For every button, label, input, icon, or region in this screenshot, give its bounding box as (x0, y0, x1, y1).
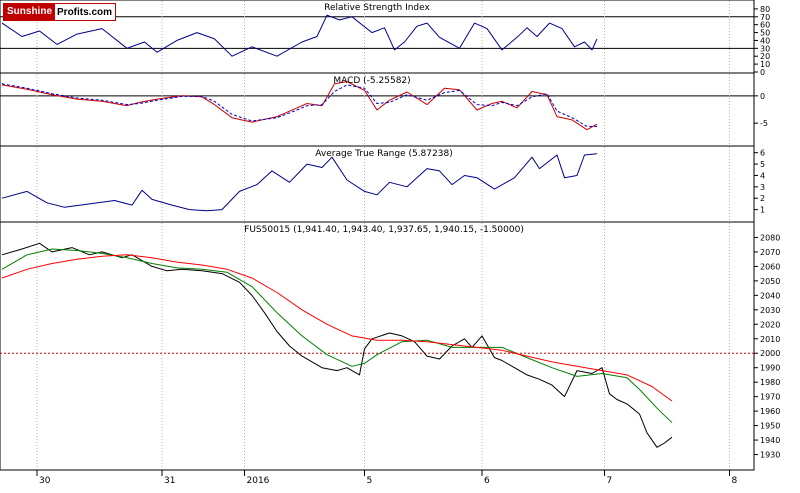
price-ytick-label: 2010 (760, 335, 780, 344)
price-ytick-label: 1950 (760, 422, 780, 431)
price-ytick-label: 1980 (760, 378, 780, 387)
price-series-line-2 (1, 254, 673, 402)
grid-layer (0, 1, 758, 476)
atr-ytick-label: 1 (760, 206, 765, 215)
price-ytick-label: 2000 (760, 349, 780, 358)
price-ytick-label: 2050 (760, 277, 780, 286)
rsi-ytick-label: 80 (760, 5, 770, 14)
x-tick-label: 30 (39, 476, 51, 486)
price-ytick-label: 2020 (760, 320, 780, 329)
price-ytick-label: 1970 (760, 393, 780, 402)
macd-ytick-label: 0 (760, 92, 765, 101)
sunshine-profits-logo: Sunshine Profits.com (3, 3, 117, 21)
rsi-panel (0, 0, 755, 74)
price-series-line-0 (1, 242, 673, 448)
atr-ytick-label: 6 (760, 149, 765, 158)
price-title: FUS50015 (1,941.40, 1,943.40, 1,937.65, … (244, 225, 524, 235)
rsi-ytick-label: 30 (760, 44, 770, 53)
rsi-series-line-0 (1, 14, 598, 57)
x-tick-label: 31 (164, 476, 175, 486)
price-ytick-label: 2030 (760, 306, 780, 315)
panel-frames (0, 0, 755, 471)
x-tick-label: 8 (732, 476, 738, 486)
price-ytick-label: 1960 (760, 407, 780, 416)
price-ytick-label: 2040 (760, 291, 780, 300)
price-ytick-label: 2060 (760, 262, 780, 271)
atr-series-line-0 (1, 153, 598, 212)
x-tick-label: 5 (367, 476, 373, 486)
rsi-ytick-label: 40 (760, 36, 770, 45)
atr-title: Average True Range (5.87238) (315, 149, 452, 159)
atr-ytick-label: 3 (760, 183, 765, 192)
x-tick-label: 7 (607, 476, 613, 486)
atr-ytick-label: 4 (760, 171, 765, 180)
label-layer: Relative Strength Index MACD (-5.25582) … (39, 3, 780, 486)
price-ytick-label: 2080 (760, 233, 780, 242)
x-tick-label: 6 (484, 476, 490, 486)
macd-ytick-label: -5 (760, 119, 768, 128)
series-layer (1, 14, 673, 448)
price-panel (0, 221, 755, 471)
rsi-ytick-label: 70 (760, 13, 770, 22)
atr-ytick-label: 2 (760, 194, 765, 203)
macd-title: MACD (-5.25582) (333, 76, 410, 86)
rsi-ytick-label: 20 (760, 52, 770, 61)
logo-part-2: Profits.com (57, 6, 113, 18)
price-ytick-label: 2070 (760, 248, 780, 257)
rsi-title: Relative Strength Index (324, 3, 430, 13)
rsi-ytick-label: 0 (760, 68, 765, 77)
macd-series-line-1 (1, 83, 597, 127)
price-ytick-label: 1990 (760, 364, 780, 373)
rsi-ytick-label: 60 (760, 21, 770, 30)
rsi-ytick-label: 50 (760, 29, 770, 38)
price-ytick-label: 1940 (760, 436, 780, 445)
logo-part-1: Sunshine (4, 4, 56, 20)
price-ytick-label: 1930 (760, 451, 780, 460)
price-series-line-1 (1, 248, 673, 424)
atr-ytick-label: 5 (760, 160, 765, 169)
macd-series-line-0 (1, 81, 598, 131)
rsi-ytick-label: 10 (760, 60, 770, 69)
atr-panel (0, 145, 755, 223)
x-tick-label: 2016 (247, 476, 270, 486)
